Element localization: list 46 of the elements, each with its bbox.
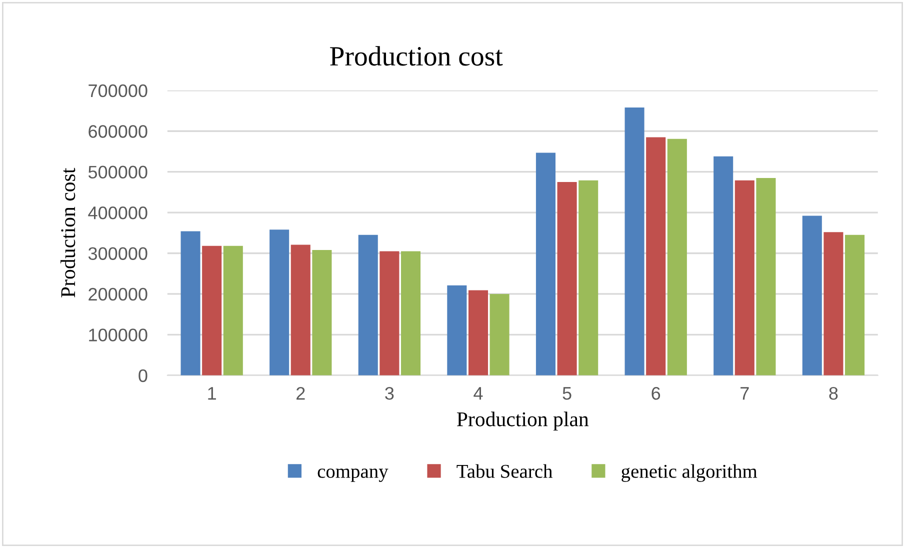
bar [824,232,844,376]
bar [802,216,822,376]
y-axis-title: Production cost [60,168,76,298]
y-tick-label: 600000 [88,125,148,138]
bar [202,246,222,376]
y-tick-label: 400000 [88,206,148,220]
y-tick-label: 100000 [89,328,148,342]
bar [624,108,644,376]
bar [447,285,467,376]
legend-label: Tabu Search [456,464,552,478]
x-tick-label: 2 [296,386,305,400]
bar [667,138,687,376]
y-tick-label: 500000 [88,166,148,179]
bar [557,182,577,376]
bar [646,137,666,376]
bar [380,251,400,376]
y-tick-label: 0 [138,369,148,382]
bar [490,294,510,376]
bar [400,251,421,376]
chart-title: Production cost [330,46,503,66]
bar [734,180,754,376]
bar [358,234,378,376]
x-tick-label: 8 [829,386,838,400]
bar [756,178,776,376]
bar [180,231,200,376]
x-tick-label: 1 [208,387,216,400]
bar [270,230,290,376]
legend-label: genetic algorithm [622,464,758,482]
x-tick-label: 3 [385,386,394,400]
x-tick-label: 6 [652,386,660,400]
x-tick-label: 7 [740,387,749,400]
bar [578,180,598,376]
y-tick-label: 300000 [88,247,148,260]
bar [312,250,332,376]
x-axis-title: Production plan [456,412,589,431]
x-tick-label: 5 [562,387,572,400]
x-tick-label: 4 [474,387,483,400]
bar [536,152,556,376]
bar [290,244,310,376]
bar [223,246,243,376]
y-tick-label: 200000 [88,288,148,301]
bar [468,290,488,376]
bar [714,156,734,376]
legend-label: company [318,468,388,482]
y-tick-label: 700000 [88,84,148,98]
bar [844,234,865,376]
